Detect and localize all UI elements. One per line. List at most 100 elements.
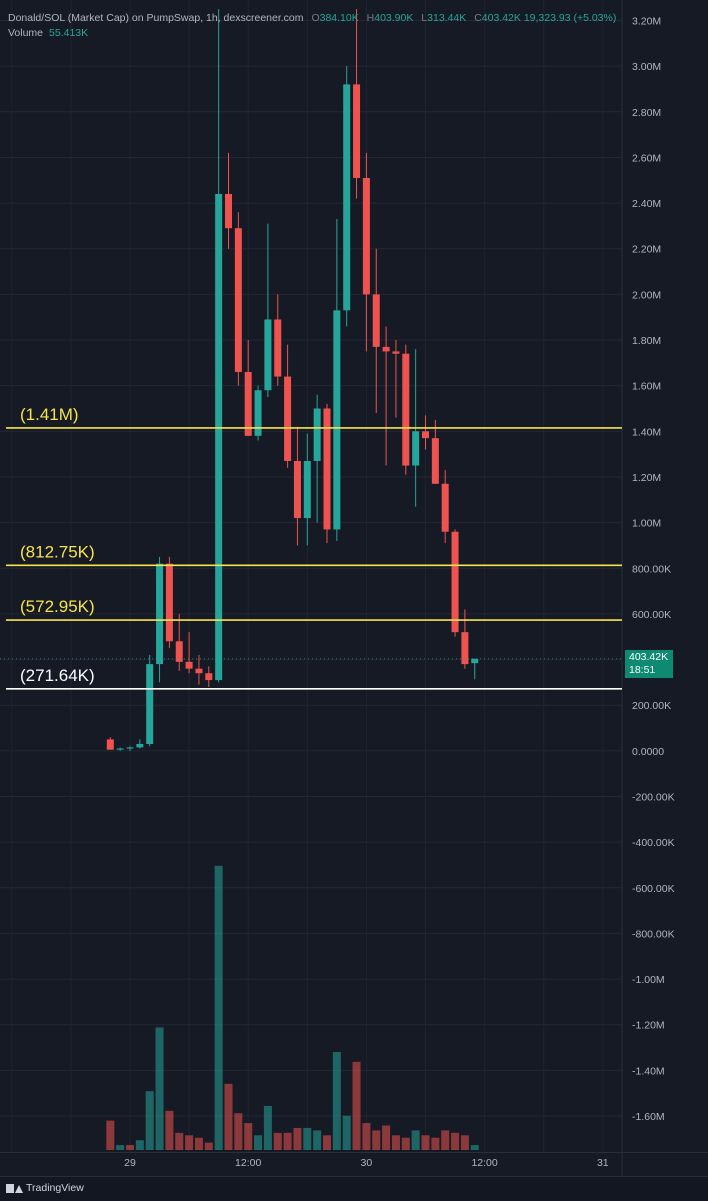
candle-body (412, 431, 420, 466)
time-axis[interactable]: 29 12:00 30 12:00 31 (124, 1157, 609, 1169)
candle-body (244, 371, 252, 436)
volume-bar (106, 1120, 115, 1150)
volume-bar (323, 1135, 331, 1150)
level-label: (572.95K) (20, 597, 95, 616)
candle (382, 326, 390, 466)
legend-row-volume: Volume 55.413K (8, 26, 616, 41)
legend-low-label: L (421, 12, 428, 24)
current-price-value: 403.42K (629, 651, 669, 663)
candle-body (392, 351, 400, 354)
volume-bar (293, 1127, 302, 1150)
legend-change: 19,323.93 (+5.03%) (523, 12, 617, 24)
candle-body (116, 748, 124, 750)
candle (254, 385, 262, 441)
candle-body (343, 84, 351, 311)
candle-body (284, 376, 292, 461)
candle-body (185, 661, 193, 669)
time-tick-label: 30 (361, 1157, 373, 1169)
price-tick-label: 2.60M (632, 152, 661, 164)
candle-body (431, 438, 439, 484)
candle (402, 344, 410, 475)
volume-bar (460, 1135, 469, 1150)
volume-bar (401, 1137, 410, 1150)
price-tick-label: -1.60M (632, 1111, 665, 1123)
volume-bar (283, 1132, 292, 1150)
candle (333, 219, 341, 541)
volume-bar (391, 1135, 400, 1150)
price-tick-label: -400.00K (632, 837, 675, 849)
bar-countdown: 18:51 (629, 664, 656, 676)
candle-body (402, 353, 410, 466)
price-tick-label: 600.00K (632, 609, 671, 621)
candle (116, 747, 124, 751)
legend-volume-label[interactable]: Volume (8, 27, 44, 39)
legend-symbol[interactable]: Donald/SOL (Market Cap) on PumpSwap, 1h,… (8, 12, 304, 24)
volume-bar (273, 1132, 282, 1150)
candle-body (106, 739, 114, 750)
legend-row-ohlc: Donald/SOL (Market Cap) on PumpSwap, 1h,… (8, 11, 616, 26)
legend-high-label: H (366, 12, 375, 24)
price-tick-label: -1.20M (632, 1020, 665, 1032)
candle (353, 9, 361, 199)
volume-bars (106, 865, 479, 1150)
volume-bar (204, 1142, 213, 1150)
candle-body (323, 408, 331, 530)
candle-body (372, 294, 380, 347)
candle-body (225, 193, 232, 229)
legend-volume-value: 55.413K (49, 27, 89, 39)
candlestick-chart[interactable]: (1.41M) (812.75K) (572.95K) (271.64K) 3.20M… (0, 0, 708, 1176)
candle-body (254, 390, 262, 436)
candle-body (441, 483, 449, 532)
volume-bar (431, 1137, 440, 1150)
candle-body (146, 664, 154, 744)
price-tick-label: -200.00K (632, 791, 675, 803)
legend-high-value: 403.90K (374, 12, 414, 24)
candle (106, 737, 114, 750)
candle (205, 666, 213, 687)
tradingview-brand[interactable]: TradingView (6, 1182, 84, 1194)
legend-open-label: O (311, 12, 320, 24)
time-tick-label: 12:00 (471, 1157, 497, 1169)
current-price-tag: 403.42K 18:51 (625, 650, 673, 678)
candle (264, 223, 272, 398)
volume-bar (372, 1130, 381, 1150)
candle-body (333, 310, 341, 530)
candle (146, 654, 154, 747)
price-tick-label: -800.00K (632, 928, 675, 940)
volume-bar (254, 1135, 263, 1150)
candle (313, 394, 321, 523)
candle-body (205, 673, 213, 681)
candle (234, 212, 242, 386)
candle-body (165, 563, 173, 642)
volume-bar (421, 1135, 430, 1150)
candle (284, 344, 292, 468)
price-tick-label: -1.00M (632, 974, 665, 986)
price-axis[interactable]: 3.20M 3.00M 2.80M 2.60M 2.40M 2.20M 2.00M 1.80M… (632, 16, 675, 1124)
volume-bar (165, 1110, 174, 1150)
candle (323, 403, 331, 544)
horizontal-levels[interactable]: (1.41M) (812.75K) (572.95K) (271.64K) (6, 405, 622, 690)
candle-body (471, 658, 479, 664)
candle-body (293, 460, 301, 519)
candle-body (234, 228, 242, 372)
volume-bar (224, 1083, 233, 1150)
price-tick-label: 3.20M (632, 16, 661, 28)
candle (471, 658, 479, 680)
candle (126, 746, 134, 751)
chart-legend: Donald/SOL (Market Cap) on PumpSwap, 1h,… (8, 11, 616, 41)
candle (175, 613, 183, 671)
time-tick-label: 31 (597, 1157, 609, 1169)
footer-bar: TradingView (0, 1176, 708, 1201)
candle (185, 632, 193, 674)
volume-bar (244, 1123, 253, 1150)
level-label: (1.41M) (20, 405, 79, 424)
candle (362, 152, 370, 352)
volume-bar (313, 1130, 322, 1150)
candle-body (156, 563, 164, 665)
price-tick-label: 1.40M (632, 426, 661, 438)
candle (303, 433, 311, 546)
level-label: (271.64K) (20, 666, 95, 685)
candle (136, 739, 144, 749)
price-tick-label: 800.00K (632, 563, 671, 575)
